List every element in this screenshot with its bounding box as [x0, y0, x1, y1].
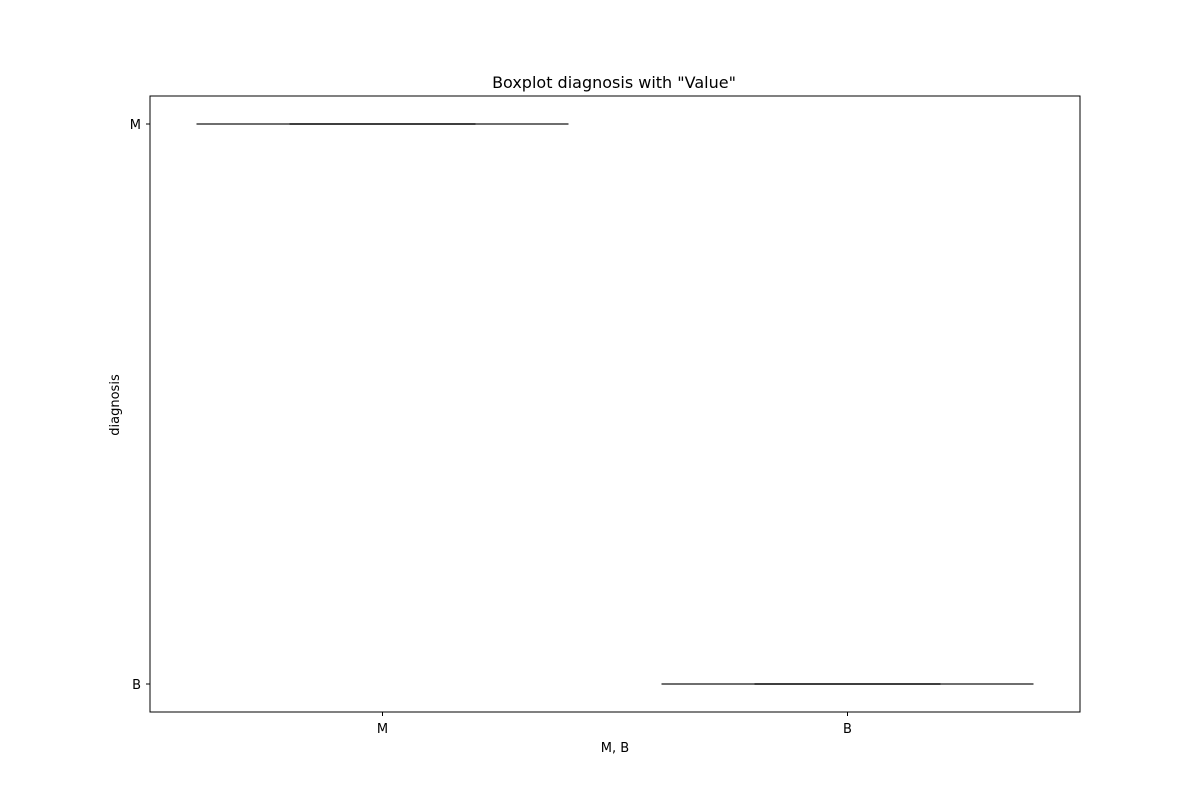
y-tick-label-m: M — [130, 118, 141, 133]
y-tick-label-b: B — [132, 678, 141, 693]
x-tick-label-b: B — [843, 722, 852, 737]
y-axis-label: diagnosis — [108, 374, 123, 436]
x-tick-label-m: M — [377, 722, 388, 737]
y-axis: MB — [130, 118, 150, 693]
chart-title: Boxplot diagnosis with "Value" — [492, 73, 736, 92]
x-axis-label: M, B — [601, 741, 629, 756]
plot-area-frame — [149, 95, 1081, 713]
plot-marks — [196, 123, 1034, 685]
